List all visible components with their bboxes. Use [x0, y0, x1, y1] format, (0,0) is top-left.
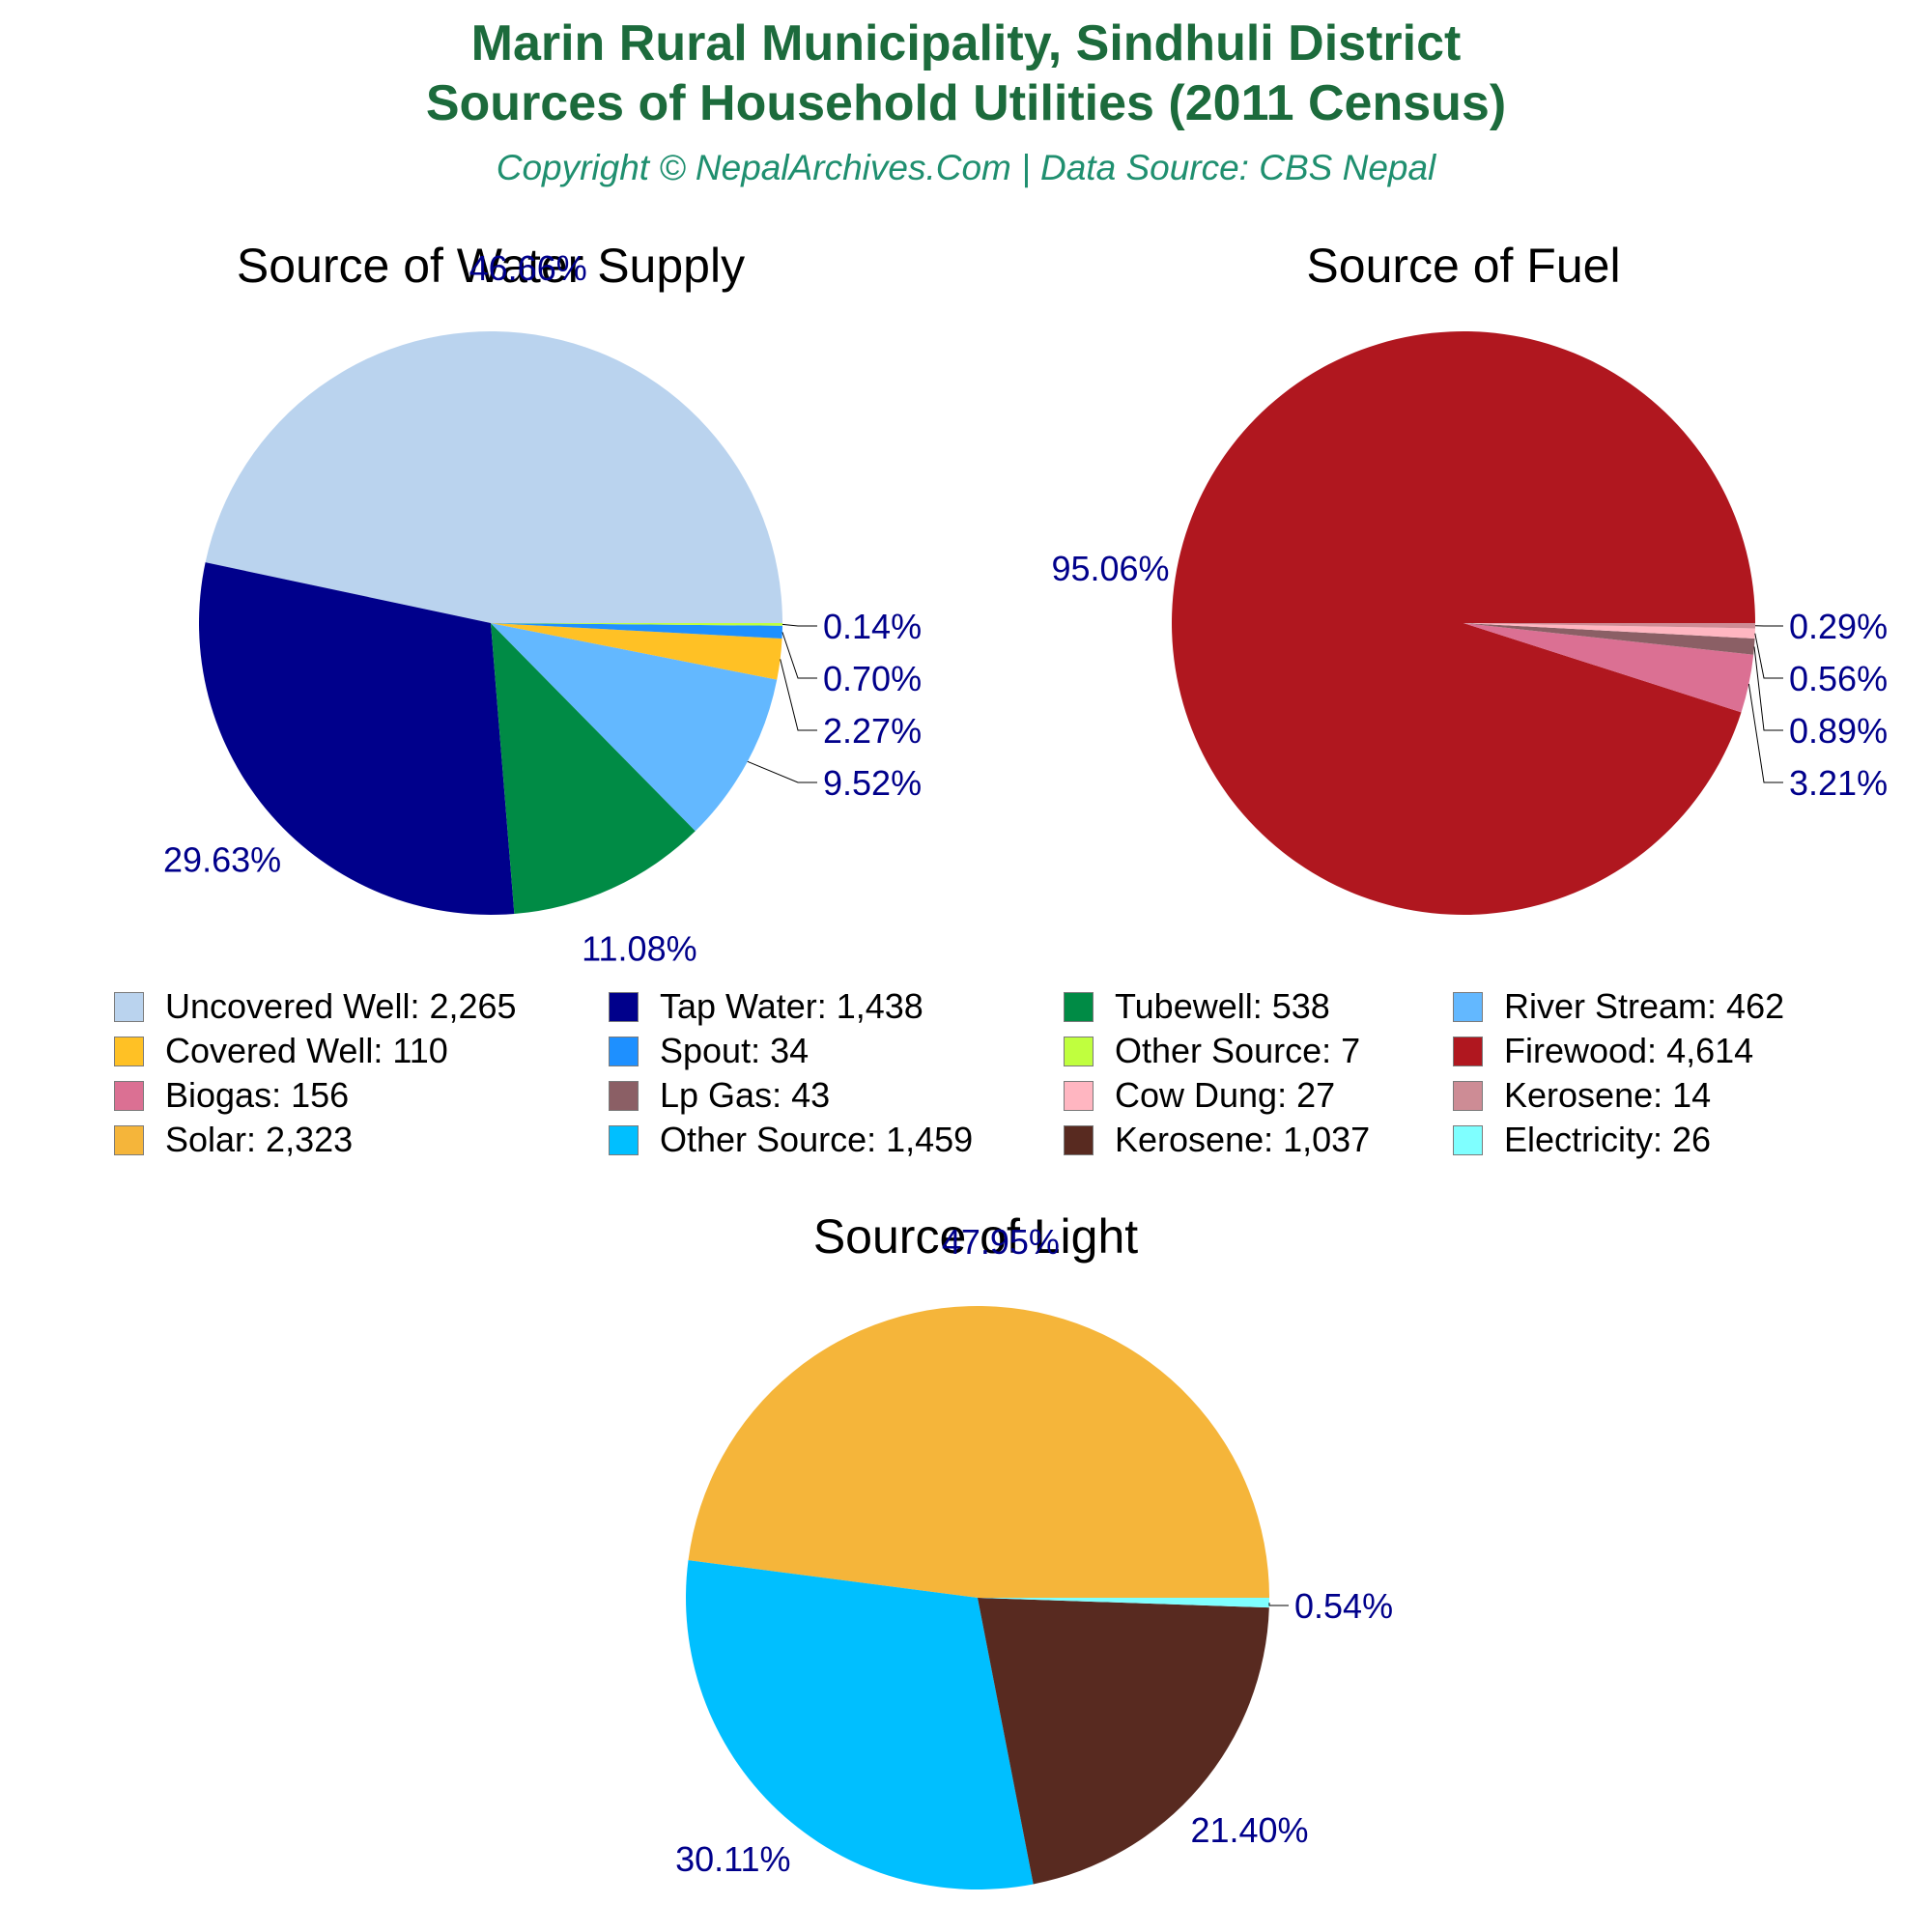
legend-label: Kerosene: 14 [1504, 1075, 1712, 1115]
source-of-water-supply-slice-tap-water [199, 562, 515, 915]
legend-item: Solar: 2,323 [114, 1118, 353, 1162]
legend-swatch [1453, 1036, 1483, 1066]
source-of-water-supply-leader-spout [781, 632, 817, 679]
source-of-light-slice-other-source [685, 1560, 1034, 1890]
source-of-light-label-electricity: 0.54% [1294, 1586, 1393, 1626]
legend-swatch [1453, 1080, 1483, 1111]
legend-item: Covered Well: 110 [114, 1029, 448, 1073]
source-of-water-supply-leader-covered-well [780, 659, 817, 731]
legend-item: Kerosene: 14 [1453, 1073, 1711, 1118]
source-of-water-supply-leader-river-stream [747, 760, 817, 783]
legend-label: Other Source: 7 [1115, 1031, 1361, 1070]
legend-item: Kerosene: 1,037 [1064, 1118, 1370, 1162]
source-of-fuel-label-firewood: 95.06% [1051, 549, 1169, 588]
legend-swatch [114, 1124, 144, 1155]
legend-swatch [1064, 1036, 1094, 1066]
source-of-light-label-solar: 47.95% [942, 1222, 1060, 1262]
source-of-water-supply-slice-covered-well [491, 623, 782, 680]
legend-swatch [609, 991, 639, 1022]
source-of-light-label-other-source: 30.11% [675, 1839, 790, 1879]
source-of-water-supply-label-covered-well: 2.27% [823, 711, 922, 751]
source-of-fuel-slice-lp-gas [1463, 623, 1755, 655]
source-of-water-supply-title: Source of Water Supply [237, 239, 745, 293]
source-of-fuel-label-kerosene: 0.29% [1789, 607, 1888, 646]
legend-swatch [1453, 991, 1483, 1022]
legend-item: Electricity: 26 [1453, 1118, 1711, 1162]
source-of-light-title: Source of Light [813, 1209, 1138, 1264]
source-of-water-supply-slice-river-stream [491, 623, 778, 832]
legend-label: Covered Well: 110 [165, 1031, 448, 1070]
legend-swatch [1453, 1124, 1483, 1155]
legend-item: Tubewell: 538 [1064, 984, 1330, 1029]
legend-label: Firewood: 4,614 [1504, 1031, 1754, 1070]
legend-item: Tap Water: 1,438 [609, 984, 923, 1029]
source-of-water-supply-label-tubewell: 11.08% [582, 929, 696, 969]
source-of-light-leader-electricity [1268, 1603, 1289, 1606]
source-of-light-slice-kerosene [978, 1598, 1269, 1885]
legend-item: River Stream: 462 [1453, 984, 1784, 1029]
source-of-light-slice-solar [688, 1305, 1269, 1598]
legend-item: Other Source: 7 [1064, 1029, 1360, 1073]
source-of-water-supply-label-uncovered-well: 46.66% [469, 248, 587, 288]
legend-item: Uncovered Well: 2,265 [114, 984, 517, 1029]
source-of-light-label-kerosene: 21.40% [1190, 1810, 1308, 1850]
source-of-fuel-leader-lp-gas [1753, 646, 1783, 731]
source-of-water-supply-leader-other-source [781, 623, 817, 627]
source-of-fuel-label-cow-dung: 0.56% [1789, 659, 1888, 698]
legend-label: Electricity: 26 [1504, 1120, 1712, 1159]
legend-swatch [609, 1080, 639, 1111]
source-of-fuel-leader-biogas [1747, 683, 1783, 783]
legend-item: Cow Dung: 27 [1064, 1073, 1335, 1118]
legend-label: Cow Dung: 27 [1115, 1075, 1336, 1115]
legend-swatch [114, 1036, 144, 1066]
legend-label: Tap Water: 1,438 [660, 986, 923, 1026]
source-of-fuel-slice-kerosene [1463, 623, 1755, 629]
source-of-water-supply-slice-uncovered-well [205, 331, 782, 623]
main-title-line-1: Marin Rural Municipality, Sindhuli Distr… [470, 15, 1462, 71]
source-subtitle: Copyright © NepalArchives.Com | Data Sou… [496, 148, 1436, 187]
legend-swatch [114, 991, 144, 1022]
source-of-fuel-slice-firewood [1172, 330, 1755, 915]
source-of-water-supply-slice-spout [491, 623, 782, 639]
legend-swatch [1064, 1124, 1094, 1155]
legend-swatch [609, 1036, 639, 1066]
legend-item: Firewood: 4,614 [1453, 1029, 1753, 1073]
source-of-fuel-label-lp-gas: 0.89% [1789, 711, 1888, 751]
source-of-water-supply-label-tap-water: 29.63% [163, 839, 281, 879]
legend-label: Solar: 2,323 [165, 1120, 354, 1159]
legend-item: Biogas: 156 [114, 1073, 349, 1118]
legend-label: Uncovered Well: 2,265 [165, 986, 517, 1026]
source-of-water-supply-slice-other-source [491, 623, 783, 626]
source-of-fuel-title: Source of Fuel [1306, 239, 1620, 293]
legend-label: Kerosene: 1,037 [1115, 1120, 1371, 1159]
legend: Uncovered Well: 2,265 Tap Water: 1,438 Tub… [114, 984, 1911, 1168]
legend-swatch [609, 1124, 639, 1155]
source-of-water-supply-label-spout: 0.70% [823, 659, 922, 698]
main-title-line-2: Sources of Household Utilities (2011 Cen… [425, 75, 1507, 131]
source-of-light-slice-electricity [978, 1598, 1269, 1608]
legend-swatch [1064, 991, 1094, 1022]
legend-label: Lp Gas: 43 [660, 1075, 831, 1115]
source-of-fuel-label-biogas: 3.21% [1789, 763, 1888, 803]
chart-header: Marin Rural Municipality, Sindhuli Distr… [0, 0, 1932, 189]
legend-item: Other Source: 1,459 [609, 1118, 973, 1162]
source-of-water-supply-label-river-stream: 9.52% [823, 763, 922, 803]
legend-label: Spout: 34 [660, 1031, 810, 1070]
legend-item: Spout: 34 [609, 1029, 809, 1073]
source-of-fuel-leader-cow-dung [1754, 633, 1783, 679]
legend-item: Lp Gas: 43 [609, 1073, 830, 1118]
legend-label: Other Source: 1,459 [660, 1120, 974, 1159]
legend-swatch [1064, 1080, 1094, 1111]
legend-swatch [114, 1080, 144, 1111]
source-of-water-supply-slice-tubewell [491, 623, 696, 915]
legend-label: Biogas: 156 [165, 1075, 350, 1115]
source-of-water-supply-label-other-source: 0.14% [823, 607, 922, 646]
legend-label: Tubewell: 538 [1115, 986, 1330, 1026]
source-of-fuel-slice-cow-dung [1463, 623, 1755, 639]
legend-label: River Stream: 462 [1504, 986, 1785, 1026]
source-of-fuel-slice-biogas [1463, 623, 1754, 713]
